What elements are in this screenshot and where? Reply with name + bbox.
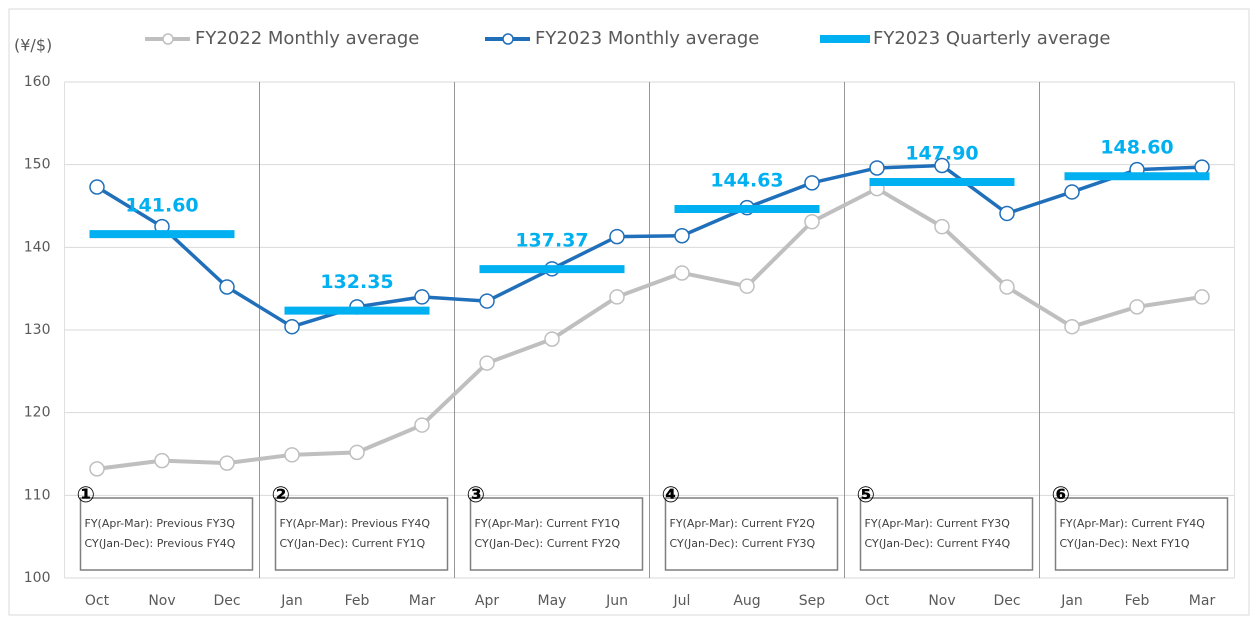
annotation-marker: ⑥ xyxy=(1052,483,1071,508)
y-tick-label: 130 xyxy=(24,322,51,338)
data-point xyxy=(1194,159,1210,175)
annotation-text: CY(Jan-Dec): Current FY2Q xyxy=(475,537,621,550)
data-point xyxy=(934,218,950,235)
x-tick-label: Mar xyxy=(1189,593,1216,609)
y-tick-label: 160 xyxy=(24,74,51,90)
y-tick-label: 110 xyxy=(24,487,51,503)
x-tick-label: Sep xyxy=(799,593,826,609)
series-line xyxy=(96,186,1203,471)
data-point xyxy=(219,455,235,471)
x-tick-label: Nov xyxy=(928,593,955,609)
x-tick-label: Jul xyxy=(673,593,691,609)
x-tick-label: Jun xyxy=(605,593,628,609)
data-point xyxy=(934,157,950,174)
data-point xyxy=(544,331,560,347)
data-point xyxy=(1064,184,1080,200)
data-point xyxy=(804,213,820,230)
data-point xyxy=(89,179,105,195)
data-point xyxy=(154,452,170,469)
legend-label: FY2022 Monthly average xyxy=(195,28,419,49)
data-point xyxy=(869,160,885,176)
annotation-marker: ⑤ xyxy=(857,483,876,508)
annotation-box xyxy=(1054,497,1229,571)
x-tick-label: Mar xyxy=(409,593,436,609)
series-line xyxy=(96,163,1203,329)
annotation-box xyxy=(274,497,449,571)
data-point xyxy=(349,444,365,461)
x-tick-label: Jan xyxy=(1060,593,1083,609)
annotation-marker: ① xyxy=(77,483,96,508)
annotation-box xyxy=(859,497,1034,571)
annotation-text: FY(Apr-Mar): Current FY4Q xyxy=(1060,517,1206,530)
value-label: 148.60 xyxy=(1100,137,1173,159)
legend-label: FY2023 Quarterly average xyxy=(873,28,1110,49)
data-point xyxy=(414,289,430,305)
annotation-text: FY(Apr-Mar): Current FY2Q xyxy=(670,517,816,530)
data-point xyxy=(284,447,300,463)
annotation-text: FY(Apr-Mar): Current FY1Q xyxy=(475,517,621,530)
data-point xyxy=(1064,318,1080,335)
y-tick-label: 120 xyxy=(24,405,51,421)
legend-label: FY2023 Monthly average xyxy=(535,28,759,49)
data-point xyxy=(739,278,755,294)
data-point xyxy=(479,355,495,371)
value-label: 147.90 xyxy=(905,143,978,165)
value-label: 141.60 xyxy=(125,195,198,217)
annotation-box xyxy=(79,497,254,571)
annotation-text: CY(Jan-Dec): Current FY3Q xyxy=(670,537,816,550)
data-point xyxy=(89,461,105,477)
x-tick-label: Jan xyxy=(280,593,303,609)
x-tick-label: Feb xyxy=(345,593,370,609)
annotation-text: CY(Jan-Dec): Next FY1Q xyxy=(1060,537,1190,550)
y-tick-label: 100 xyxy=(24,570,51,586)
data-point xyxy=(609,289,625,305)
x-tick-label: Oct xyxy=(85,593,110,609)
data-point xyxy=(414,417,430,433)
data-point xyxy=(219,279,235,295)
annotation-marker: ③ xyxy=(467,483,486,508)
annotation-text: CY(Jan-Dec): Current FY1Q xyxy=(280,537,426,550)
data-point xyxy=(1129,299,1145,315)
annotation-text: FY(Apr-Mar): Previous FY4Q xyxy=(280,517,431,530)
x-tick-label: May xyxy=(538,593,567,609)
x-tick-label: Oct xyxy=(865,593,890,609)
value-label: 144.63 xyxy=(710,170,783,192)
legend-swatch-marker xyxy=(502,33,514,45)
data-point xyxy=(674,228,690,244)
x-tick-label: Dec xyxy=(993,593,1020,609)
data-point xyxy=(1194,289,1210,305)
data-point xyxy=(674,265,690,281)
x-tick-label: Nov xyxy=(148,593,175,609)
y-tick-label: 140 xyxy=(24,239,51,255)
annotation-text: CY(Jan-Dec): Previous FY4Q xyxy=(85,537,236,550)
annotation-text: FY(Apr-Mar): Previous FY3Q xyxy=(85,517,236,530)
annotation-text: CY(Jan-Dec): Current FY4Q xyxy=(865,537,1011,550)
annotation-box xyxy=(469,497,644,571)
data-point xyxy=(999,205,1015,222)
y-tick-label: 150 xyxy=(24,157,51,173)
data-point xyxy=(284,318,300,335)
x-tick-label: Feb xyxy=(1125,593,1150,609)
value-label: 137.37 xyxy=(515,230,588,252)
value-label: 132.35 xyxy=(320,271,393,293)
data-point xyxy=(804,175,820,191)
x-tick-label: Apr xyxy=(475,593,499,609)
data-point xyxy=(609,228,625,245)
y-axis-label: (¥/$) xyxy=(14,36,52,55)
annotation-box xyxy=(664,497,839,571)
annotation-marker: ④ xyxy=(662,483,681,508)
legend-swatch-marker xyxy=(162,33,174,45)
annotation-text: FY(Apr-Mar): Current FY3Q xyxy=(865,517,1011,530)
x-tick-label: Dec xyxy=(213,593,240,609)
data-point xyxy=(479,293,495,309)
x-tick-label: Aug xyxy=(733,593,760,609)
annotation-marker: ② xyxy=(272,483,291,508)
data-point xyxy=(999,279,1015,295)
